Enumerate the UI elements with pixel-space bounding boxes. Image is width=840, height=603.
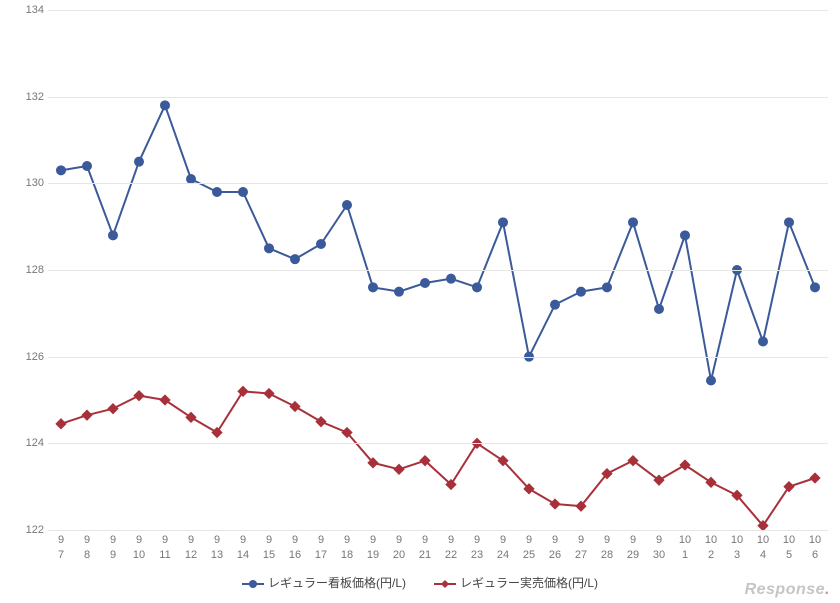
x-axis-label: 913: [204, 533, 230, 562]
watermark-dot: .: [825, 581, 830, 598]
marker-posted: [161, 101, 170, 110]
x-axis-label: 922: [438, 533, 464, 562]
legend-marker-icon: [242, 578, 264, 590]
marker-posted: [421, 279, 430, 288]
marker-posted: [369, 283, 378, 292]
gridline: [48, 97, 828, 98]
y-axis-label: 126: [18, 351, 44, 363]
x-axis-label: 103: [724, 533, 750, 562]
x-axis-label: 99: [100, 533, 126, 562]
marker-posted: [395, 287, 404, 296]
x-axis-label: 97: [48, 533, 74, 562]
marker-posted: [447, 274, 456, 283]
x-axis-label: 105: [776, 533, 802, 562]
marker-posted: [499, 218, 508, 227]
gridline: [48, 357, 828, 358]
y-axis-label: 124: [18, 437, 44, 449]
marker-posted: [213, 188, 222, 197]
marker-actual: [238, 386, 248, 396]
legend-label: レギュラー実売価格(円/L): [460, 576, 598, 590]
legend-item-actual: レギュラー実売価格(円/L): [434, 574, 598, 591]
marker-posted: [83, 162, 92, 171]
marker-posted: [629, 218, 638, 227]
marker-posted: [785, 218, 794, 227]
x-axis-label: 918: [334, 533, 360, 562]
x-axis-label: 920: [386, 533, 412, 562]
marker-posted: [473, 283, 482, 292]
x-axis-label: 101: [672, 533, 698, 562]
marker-actual: [810, 473, 820, 483]
watermark-text: Response: [745, 581, 825, 598]
gridline: [48, 443, 828, 444]
x-axis-label: 916: [282, 533, 308, 562]
marker-actual: [56, 419, 66, 429]
marker-posted: [577, 287, 586, 296]
y-axis-label: 122: [18, 524, 44, 536]
y-axis-label: 132: [18, 91, 44, 103]
marker-posted: [343, 201, 352, 210]
legend-marker-icon: [434, 578, 456, 590]
x-axis-label: 104: [750, 533, 776, 562]
x-axis-label: 917: [308, 533, 334, 562]
x-axis-label: 912: [178, 533, 204, 562]
x-axis-label: 928: [594, 533, 620, 562]
legend-item-posted: レギュラー看板価格(円/L): [242, 574, 406, 591]
marker-posted: [655, 305, 664, 314]
marker-actual: [316, 417, 326, 427]
marker-posted: [187, 175, 196, 184]
marker-actual: [550, 499, 560, 509]
x-axis-label: 98: [74, 533, 100, 562]
x-axis-label: 106: [802, 533, 828, 562]
x-axis-label: 915: [256, 533, 282, 562]
x-axis-label: 926: [542, 533, 568, 562]
y-axis-label: 128: [18, 264, 44, 276]
gridline: [48, 270, 828, 271]
marker-posted: [57, 166, 66, 175]
legend-label: レギュラー看板価格(円/L): [268, 576, 406, 590]
x-axis-label: 924: [490, 533, 516, 562]
marker-actual: [134, 391, 144, 401]
x-axis-label: 929: [620, 533, 646, 562]
y-axis-label: 130: [18, 177, 44, 189]
marker-posted: [811, 283, 820, 292]
marker-posted: [109, 231, 118, 240]
marker-actual: [394, 464, 404, 474]
plot-area: 1221241261281301321349798999109119129139…: [48, 10, 828, 530]
series-line-actual: [61, 391, 815, 525]
chart-container: 1221241261281301321349798999109119129139…: [0, 0, 840, 603]
legend: レギュラー看板価格(円/L) レギュラー実売価格(円/L): [0, 574, 840, 591]
marker-posted: [603, 283, 612, 292]
marker-posted: [759, 337, 768, 346]
marker-actual: [290, 402, 300, 412]
marker-actual: [82, 410, 92, 420]
marker-posted: [317, 240, 326, 249]
gridline: [48, 183, 828, 184]
x-axis-label: 925: [516, 533, 542, 562]
x-axis-label: 930: [646, 533, 672, 562]
gridline: [48, 10, 828, 11]
x-axis-label: 919: [360, 533, 386, 562]
x-axis-label: 911: [152, 533, 178, 562]
marker-posted: [707, 376, 716, 385]
x-axis-label: 927: [568, 533, 594, 562]
marker-posted: [291, 255, 300, 264]
x-axis-label: 923: [464, 533, 490, 562]
x-axis-label: 102: [698, 533, 724, 562]
marker-posted: [135, 157, 144, 166]
marker-posted: [551, 300, 560, 309]
watermark: Response.: [745, 581, 830, 599]
marker-posted: [681, 231, 690, 240]
marker-actual: [264, 389, 274, 399]
marker-actual: [212, 428, 222, 438]
marker-actual: [108, 404, 118, 414]
x-axis-label: 921: [412, 533, 438, 562]
x-axis-label: 910: [126, 533, 152, 562]
series-line-posted: [61, 105, 815, 380]
marker-posted: [265, 244, 274, 253]
y-axis-label: 134: [18, 4, 44, 16]
marker-posted: [239, 188, 248, 197]
x-axis-label: 914: [230, 533, 256, 562]
gridline: [48, 530, 828, 531]
